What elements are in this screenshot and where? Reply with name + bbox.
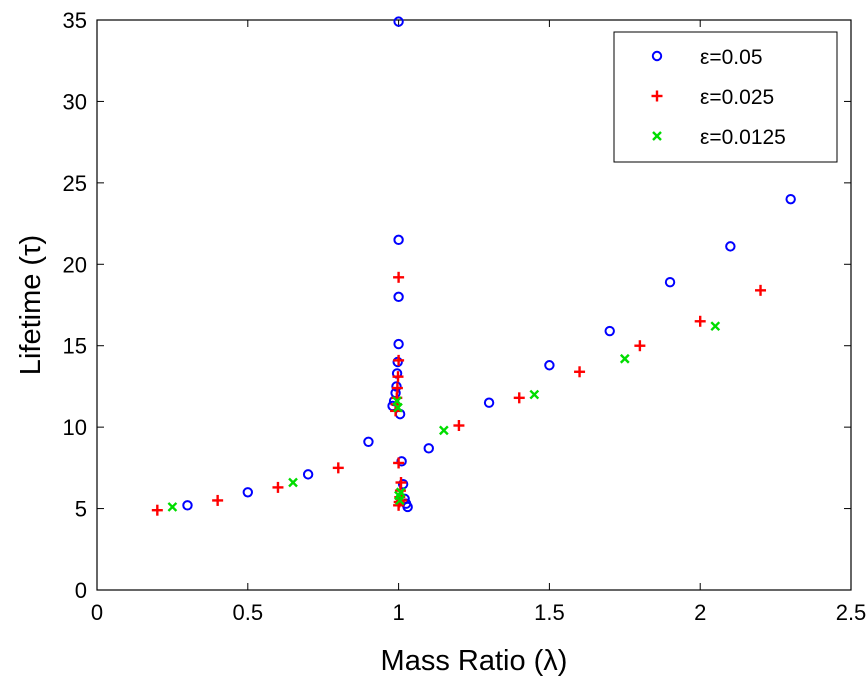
data-points <box>151 16 796 516</box>
x-tick-label: 2.5 <box>836 600 867 625</box>
data-point <box>393 291 404 303</box>
legend-marker <box>651 90 663 102</box>
data-point <box>332 462 344 474</box>
y-tick-label: 20 <box>63 252 87 277</box>
data-point <box>393 271 405 283</box>
data-point <box>288 477 298 488</box>
data-point <box>483 397 495 408</box>
x-tick-label: 2 <box>694 600 706 625</box>
data-point <box>302 469 314 480</box>
data-point <box>710 321 721 332</box>
data-point <box>785 193 796 205</box>
y-tick-label: 25 <box>63 171 87 196</box>
legend-box <box>613 31 838 163</box>
legend-label: ε=0.0125 <box>700 126 786 149</box>
data-point <box>391 382 403 394</box>
data-point <box>393 457 405 469</box>
x-tick-label: 1.5 <box>534 600 565 625</box>
legend-marker <box>652 131 662 141</box>
y-axis-label: Lifetime (τ) <box>15 235 47 375</box>
data-point <box>212 494 224 506</box>
x-tick-label: 0.5 <box>233 600 264 625</box>
data-point <box>574 366 586 378</box>
x-tick-label: 0 <box>91 600 103 625</box>
series-plus <box>151 271 767 516</box>
data-point <box>725 241 736 252</box>
data-point <box>755 284 767 296</box>
data-point <box>182 500 193 511</box>
data-point <box>393 338 404 350</box>
data-point <box>392 371 404 383</box>
data-point <box>529 389 540 400</box>
data-point <box>423 443 434 454</box>
axis-ticks: 0 0.5 1 1.5 2 2.5 0 5 10 15 20 25 30 35 <box>63 8 867 625</box>
data-point <box>242 487 254 498</box>
data-point <box>393 234 404 246</box>
legend-label: ε=0.05 <box>700 46 763 69</box>
y-tick-label: 5 <box>75 497 87 522</box>
data-point <box>393 354 405 366</box>
data-point <box>634 340 646 352</box>
data-point <box>453 420 465 432</box>
data-point <box>402 501 413 513</box>
data-point <box>272 481 284 493</box>
series-x <box>167 321 721 512</box>
y-tick-label: 10 <box>63 415 87 440</box>
y-tick-label: 15 <box>63 334 87 359</box>
data-point <box>363 436 374 447</box>
data-point <box>151 504 163 516</box>
data-point <box>394 495 405 506</box>
data-point <box>544 360 555 371</box>
x-tick-label: 1 <box>392 600 404 625</box>
data-point <box>438 425 449 436</box>
data-point <box>604 325 615 337</box>
data-point <box>393 16 404 27</box>
data-point <box>395 477 407 489</box>
legend-label: ε=0.025 <box>700 86 774 109</box>
data-point <box>513 392 525 404</box>
data-point <box>664 277 676 288</box>
x-axis-label: Mass Ratio (λ) <box>381 645 568 677</box>
data-point <box>167 502 178 512</box>
legend-marker <box>651 50 663 62</box>
legend: ε=0.05 ε=0.025 ε=0.0125 <box>613 31 838 163</box>
y-tick-label: 30 <box>63 89 87 114</box>
data-point <box>393 402 403 413</box>
y-tick-label: 35 <box>63 8 87 33</box>
data-point <box>395 487 406 498</box>
data-point <box>694 315 706 327</box>
y-tick-label: 0 <box>75 578 87 603</box>
data-point <box>619 353 630 364</box>
